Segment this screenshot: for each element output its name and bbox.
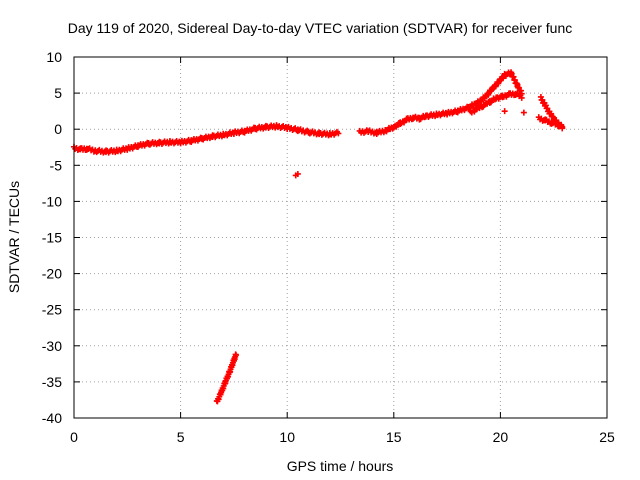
y-tick-label: -15 xyxy=(42,230,62,246)
data-points xyxy=(71,69,566,405)
series-scatter-blips xyxy=(292,108,527,179)
data-point xyxy=(549,113,556,120)
x-tick-label: 15 xyxy=(386,429,402,445)
y-axis-title: SDTVAR / TECUs xyxy=(6,181,22,293)
x-axis-title: GPS time / hours xyxy=(287,458,394,474)
y-tick-label: 5 xyxy=(54,85,62,101)
y-tick-label: 0 xyxy=(54,121,62,137)
x-tick-label: 0 xyxy=(70,429,78,445)
y-tick-label: -5 xyxy=(50,157,63,173)
series-afternoon-trace xyxy=(356,69,525,138)
data-point xyxy=(518,94,525,101)
y-tick-label: -20 xyxy=(42,266,62,282)
x-tick-label: 10 xyxy=(279,429,295,445)
series-afternoon-trace-lower xyxy=(467,90,525,116)
series-evening-trace-lower xyxy=(535,114,566,130)
data-point xyxy=(335,130,342,137)
series-outlier-segment xyxy=(213,351,240,405)
data-point xyxy=(559,123,566,130)
y-tick-label: 10 xyxy=(46,49,62,65)
x-tick-label: 5 xyxy=(177,429,185,445)
data-point xyxy=(294,170,301,177)
chart-title: Day 119 of 2020, Sidereal Day-to-day VTE… xyxy=(68,20,572,36)
axis-ticks: 0 5 10 15 20 25 10 5 0 -5 -10 -15 -20 -25 -30 -35 -40 xyxy=(42,49,615,445)
data-point xyxy=(501,108,508,115)
y-tick-label: -30 xyxy=(42,338,62,354)
data-point xyxy=(520,109,527,116)
series-main-trace xyxy=(71,122,342,156)
y-tick-label: -25 xyxy=(42,302,62,318)
data-point xyxy=(233,352,240,359)
y-tick-label: -10 xyxy=(42,193,62,209)
x-tick-label: 25 xyxy=(599,429,615,445)
y-tick-label: -40 xyxy=(42,410,62,426)
y-tick-label: -35 xyxy=(42,374,62,390)
x-tick-label: 20 xyxy=(493,429,509,445)
